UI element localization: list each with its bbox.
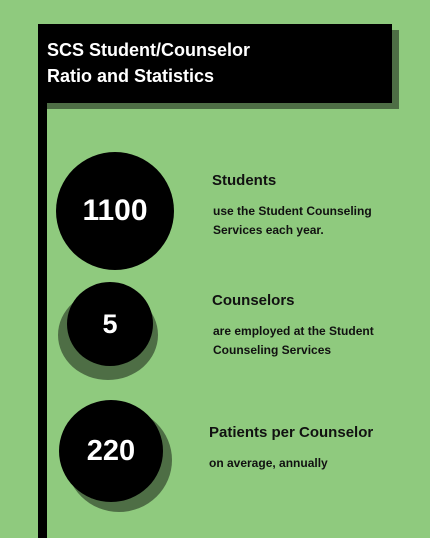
timeline-line: [38, 100, 47, 538]
stat-description: are employed at the Student Counseling S…: [213, 322, 413, 360]
stat-circle-patients: 220: [59, 400, 163, 502]
stat-value: 220: [86, 434, 136, 467]
desc-line: use the Student Counseling: [213, 204, 372, 218]
title-line-2: Ratio and Statistics: [47, 66, 215, 86]
page-title: SCS Student/Counselor Ratio and Statisti…: [47, 37, 250, 89]
desc-line: Counseling Services: [213, 343, 332, 357]
stat-value: 1100: [82, 194, 148, 227]
stat-heading: Students: [212, 172, 277, 189]
desc-line: Services each year.: [213, 223, 324, 237]
title-line-1: SCS Student/Counselor: [47, 40, 251, 60]
stat-circle-students: 1100: [56, 152, 174, 270]
stat-heading: Counselors: [212, 292, 295, 309]
header-banner: SCS Student/Counselor Ratio and Statisti…: [38, 24, 392, 103]
stat-value: 5: [102, 308, 118, 339]
stat-description: on average, annually: [209, 454, 409, 473]
stat-circle-counselors: 5: [67, 282, 153, 366]
desc-line: on average, annually: [209, 456, 328, 470]
stat-description: use the Student Counseling Services each…: [213, 202, 413, 240]
desc-line: are employed at the Student: [213, 324, 374, 338]
stat-heading: Patients per Counselor: [209, 424, 374, 441]
